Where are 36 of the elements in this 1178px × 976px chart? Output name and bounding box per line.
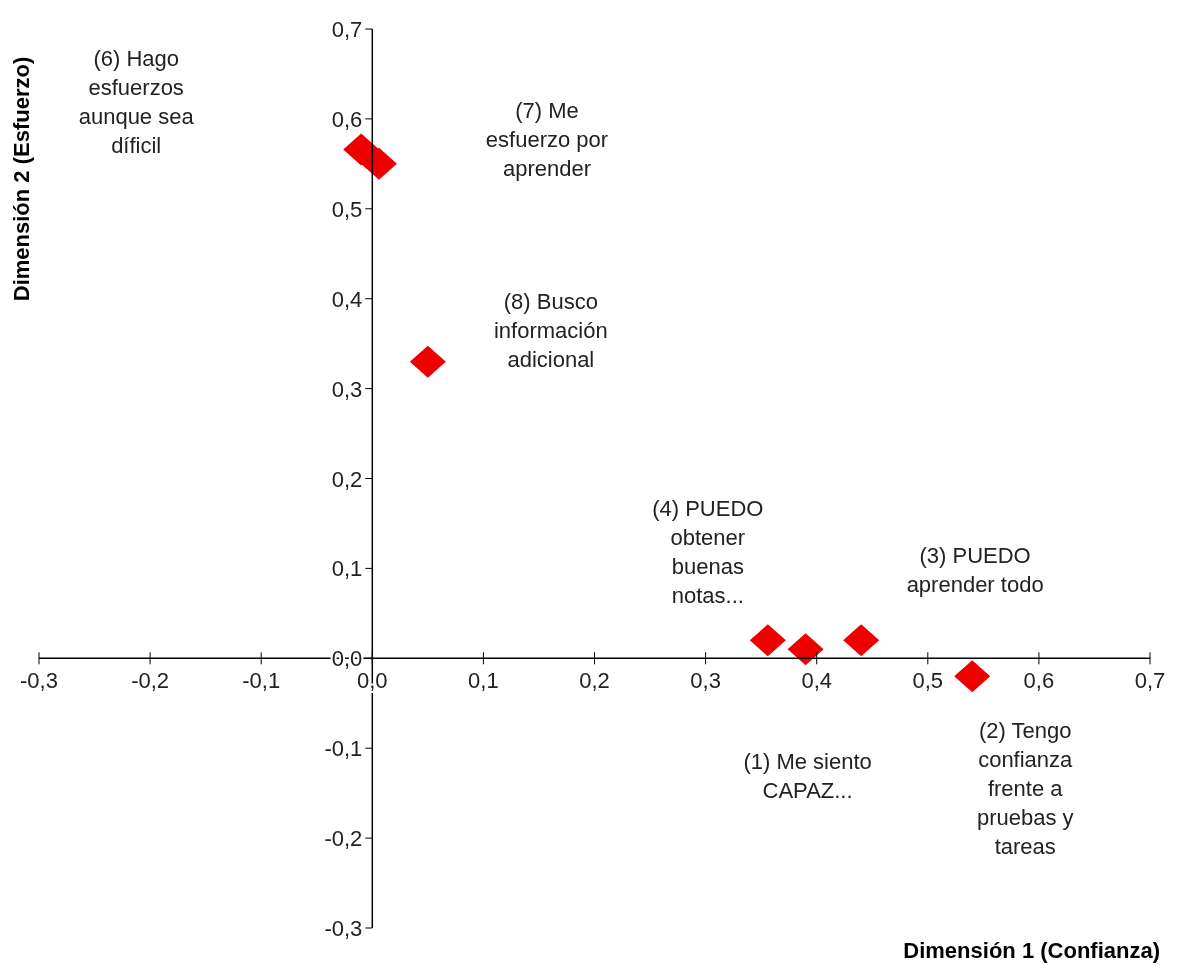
y-tick-label: -0,1	[324, 736, 363, 762]
annotation: (2) Tengo confianza frente a pruebas y tareas	[976, 718, 1074, 860]
y-tick-label: 0,1	[331, 556, 363, 582]
x-tick-label: 0,6	[1023, 668, 1055, 694]
point	[360, 147, 397, 180]
x-tick-label: 0,2	[579, 668, 610, 694]
x-tick-label: 0,5	[912, 668, 944, 694]
x-tick-label: 0,3	[690, 668, 721, 694]
x-axis-title: Dimensión 1 (Confianza)	[903, 938, 1160, 963]
y-tick-label: 0,3	[331, 376, 363, 402]
x-tick-label: 0,4	[801, 668, 832, 694]
x-tick-label: -0,1	[242, 668, 281, 694]
point	[343, 133, 380, 166]
annotation: (8) Busco información adicional	[493, 288, 608, 372]
point	[749, 624, 786, 657]
annotation: (3) PUEDO aprender todo	[906, 543, 1044, 598]
annotation: (1) Me siento CAPAZ...	[743, 749, 872, 804]
x-tick-label: 0,1	[468, 668, 499, 694]
point	[409, 345, 446, 378]
point	[787, 633, 824, 666]
y-tick-label: -0,3	[324, 916, 363, 941]
y-tick-label: 0,5	[331, 196, 363, 222]
annotation: (4) PUEDO obtener buenas notas...	[652, 496, 764, 609]
y-tick-label: 0,7	[331, 17, 363, 42]
y-tick-label: 0,2	[331, 466, 363, 492]
annotation: (7) Me esfuerzo por aprender	[485, 97, 609, 181]
y-tick-label: 0,4	[331, 286, 363, 312]
x-tick-label: 0,7	[1134, 668, 1166, 694]
annotation: (6) Hago esfuerzos aunque sea díficil	[78, 46, 195, 159]
x-tick-label: -0,3	[20, 668, 58, 694]
y-tick-label: 0,6	[331, 106, 363, 132]
x-tick-label: -0,2	[131, 668, 170, 694]
y-axis-title: Dimensión 2 (Esfuerzo)	[9, 56, 34, 302]
y-tick-label: -0,2	[324, 826, 363, 852]
point	[954, 660, 991, 693]
point	[843, 624, 880, 657]
